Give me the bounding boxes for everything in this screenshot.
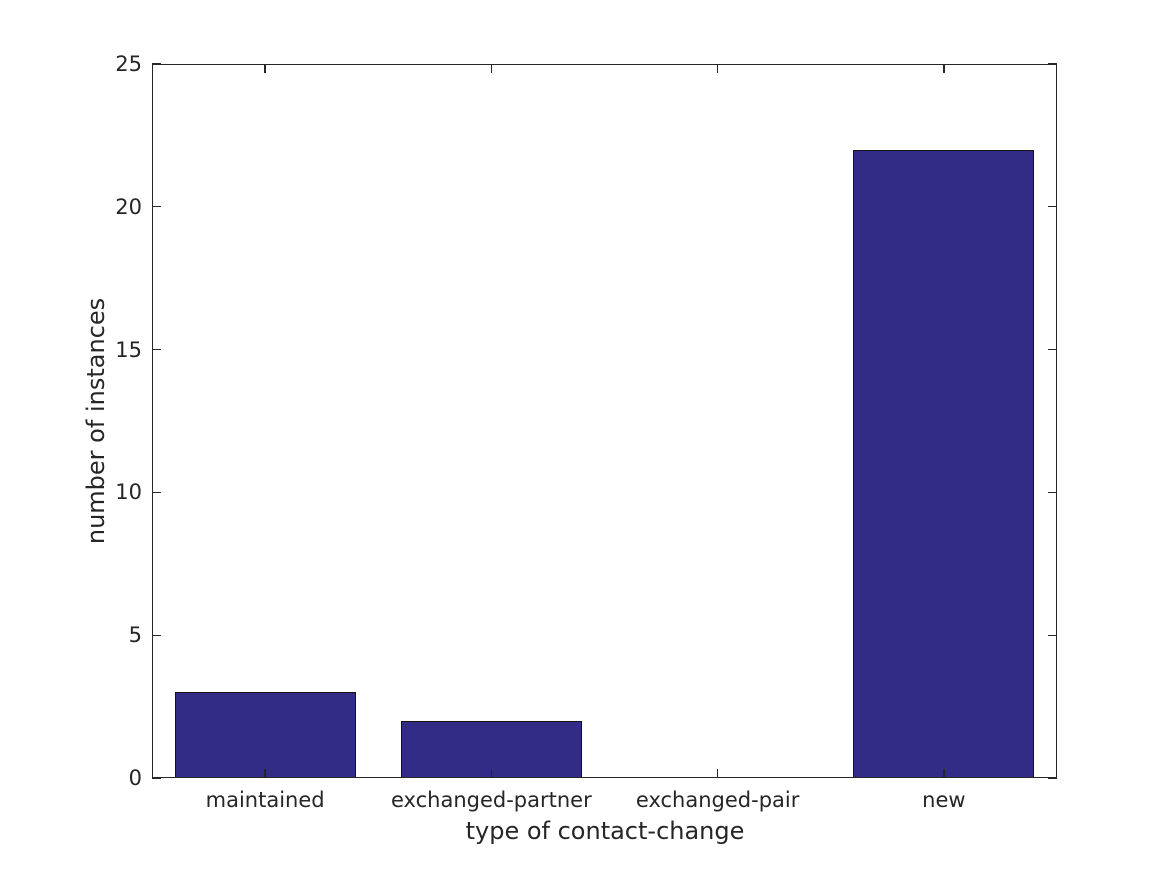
y-tick-label: 25	[115, 52, 142, 76]
x-tick-mark	[716, 769, 719, 778]
x-tick-label: exchanged-partner	[391, 788, 592, 812]
y-tick-mark	[152, 63, 161, 65]
y-tick-mark-right	[1048, 63, 1057, 65]
x-tick-mark-top	[943, 64, 945, 73]
y-tick-mark-right	[1048, 777, 1057, 779]
y-tick-mark-right	[1048, 634, 1057, 636]
y-tick-mark	[152, 777, 161, 779]
bar-maintained	[174, 692, 356, 778]
y-tick-mark	[152, 348, 161, 351]
x-tick-mark	[490, 769, 493, 778]
x-tick-mark-top	[716, 64, 719, 73]
y-tick-mark-right	[1048, 206, 1057, 208]
y-tick-label: 0	[128, 766, 142, 790]
x-tick-label: exchanged-pair	[635, 788, 800, 812]
y-tick-label: 10	[115, 480, 142, 505]
x-axis-label: type of contact-change	[465, 817, 745, 845]
y-tick-mark	[152, 634, 161, 636]
y-tick-label: 5	[128, 623, 142, 648]
y-tick-mark	[152, 206, 161, 208]
x-tick-mark-top	[490, 64, 493, 73]
y-tick-label: 20	[115, 194, 142, 219]
bar-new	[853, 149, 1035, 778]
y-tick-mark	[152, 491, 161, 494]
y-tick-mark-right	[1048, 348, 1057, 351]
y-tick-label: 15	[115, 337, 142, 362]
y-axis-label: number of instances	[82, 297, 110, 545]
x-tick-mark-top	[264, 64, 266, 73]
x-tick-mark	[943, 769, 945, 778]
x-tick-mark	[264, 769, 266, 778]
x-tick-label: new	[922, 788, 966, 812]
y-tick-mark-right	[1048, 491, 1057, 494]
x-tick-label: maintained	[205, 788, 325, 812]
